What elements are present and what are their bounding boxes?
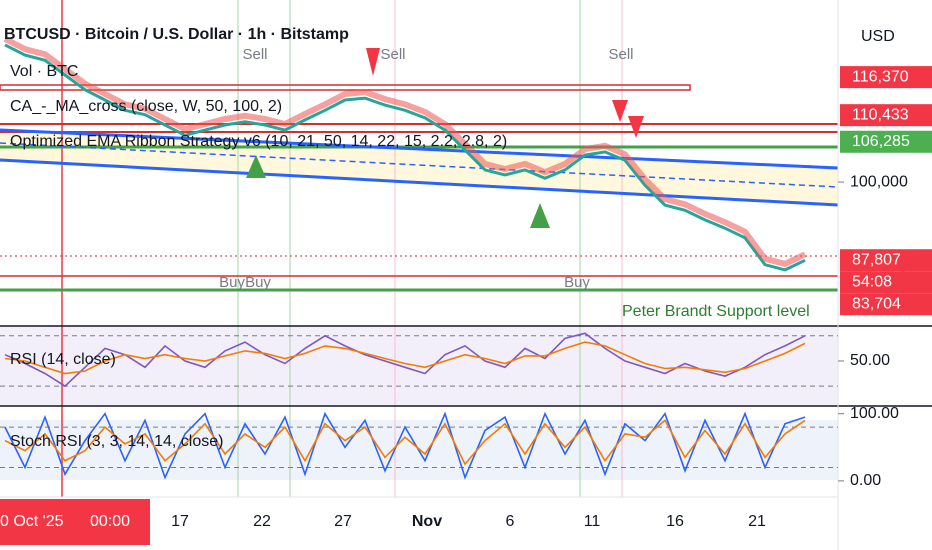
channel-line xyxy=(0,158,839,207)
x-tick-label: 22 xyxy=(253,513,271,530)
buy-label: Buy xyxy=(245,274,271,291)
x-tick-label: Nov xyxy=(412,513,442,530)
sell-arrow xyxy=(628,116,644,138)
buy-label: Buy xyxy=(219,274,245,291)
indicator-line xyxy=(4,419,806,466)
price-tag xyxy=(840,66,932,89)
sell-label: Sell xyxy=(380,46,405,63)
buy-arrow xyxy=(246,155,266,178)
sell-label: Sell xyxy=(608,46,633,63)
resistance-level xyxy=(0,84,691,91)
price-tag-label: 110,433 xyxy=(852,106,909,123)
channel-line xyxy=(0,128,839,170)
support-label: Peter Brandt Support level xyxy=(622,303,810,320)
volume-label: Vol · BTC xyxy=(10,63,78,80)
indicator-label: Optimized EMA Ribbon Strategy v6 (10, 21… xyxy=(10,133,507,150)
marks xyxy=(0,36,838,480)
x-tick-label: 27 xyxy=(334,513,352,530)
x-tick-label: 11 xyxy=(584,513,601,530)
sell-arrow xyxy=(366,48,380,76)
price-tag xyxy=(840,293,932,316)
sell-label: Sell xyxy=(242,46,267,63)
channel-fill xyxy=(0,130,838,205)
pane-title: Stoch RSI (3, 3, 14, 14, close) xyxy=(10,433,223,450)
countdown: 54:08 xyxy=(852,273,892,290)
y-tick-label: 0.00 xyxy=(850,472,881,489)
time-cursor-time: 00:00 xyxy=(90,513,130,530)
countdown-tag xyxy=(840,271,932,294)
indicator-line xyxy=(4,341,806,375)
chart-title: BTCUSD · Bitcoin / U.S. Dollar · 1h · Bi… xyxy=(4,26,349,43)
y-tick-label: 50.00 xyxy=(850,352,890,369)
x-tick-label: 21 xyxy=(748,513,766,530)
x-tick-label: 6 xyxy=(506,513,515,530)
x-tick-label: 17 xyxy=(171,513,189,530)
x-tick-label: 16 xyxy=(666,513,684,530)
indicator-line xyxy=(4,332,806,388)
currency-button[interactable]: USD xyxy=(861,28,895,45)
y-tick-label: 100.00 xyxy=(850,405,899,422)
price-line xyxy=(4,43,806,272)
price-tag xyxy=(840,249,932,272)
time-cursor xyxy=(0,499,150,545)
price-tag-label: 83,704 xyxy=(852,295,901,312)
price-tag xyxy=(840,130,932,153)
price-tag-label: 116,370 xyxy=(852,68,909,85)
pane-title: RSI (14, close) xyxy=(10,351,116,368)
price-tag xyxy=(840,104,932,127)
sell-arrow xyxy=(612,100,628,122)
time-cursor-date: 0 Oct '25 xyxy=(0,513,64,530)
price-ribbon xyxy=(3,36,807,268)
price-tag-label: 87,807 xyxy=(852,251,901,268)
y-tick-label: 100,000 xyxy=(850,173,908,190)
indicator-label: CA_-_MA_cross (close, W, 50, 100, 2) xyxy=(10,98,282,115)
price-tag-label: 106,285 xyxy=(852,133,910,150)
buy-arrow xyxy=(530,203,550,228)
buy-label: Buy xyxy=(564,274,590,291)
